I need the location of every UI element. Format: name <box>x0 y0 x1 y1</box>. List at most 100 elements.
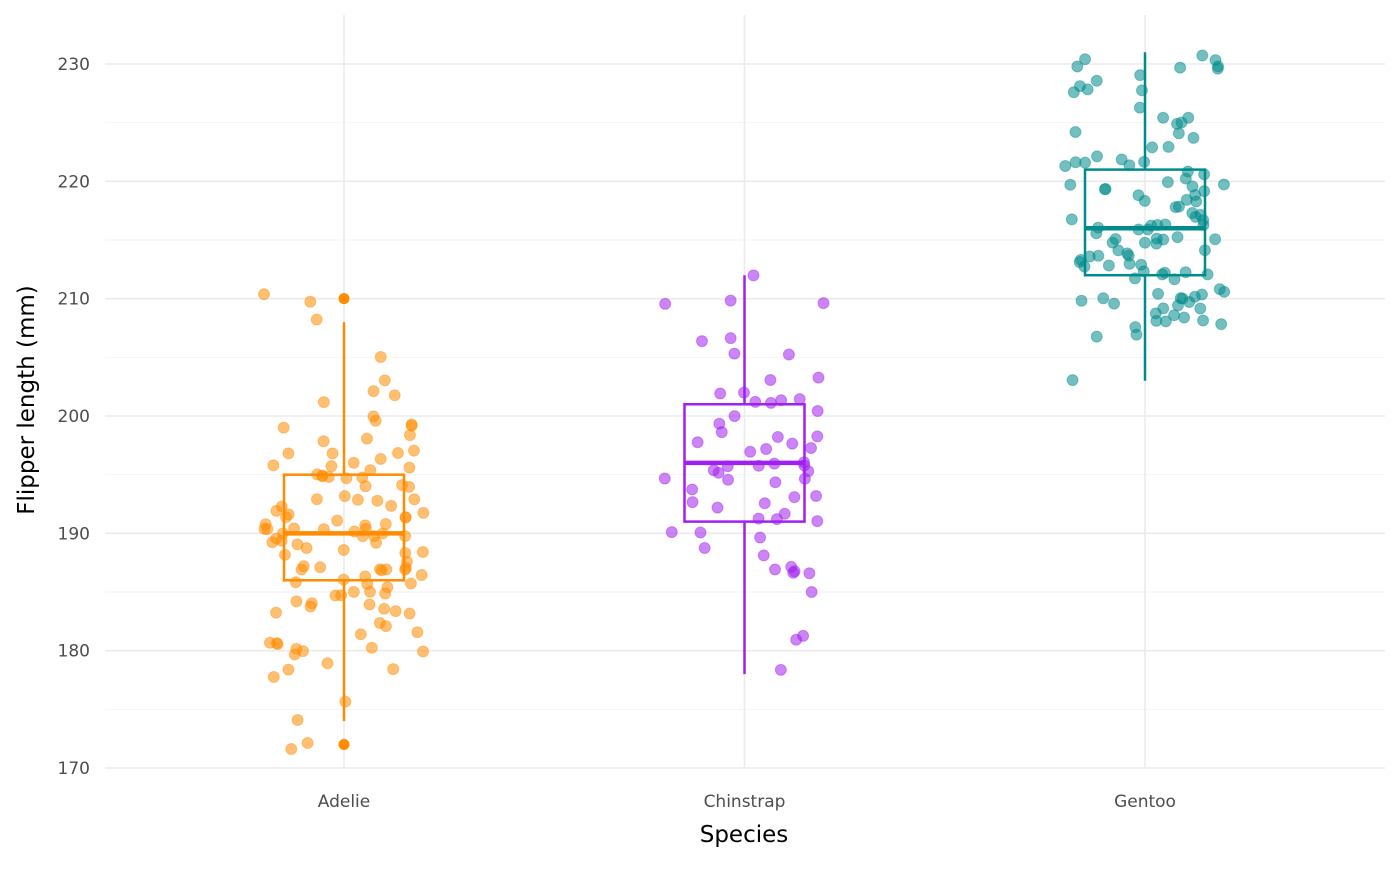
data-point-chinstrap <box>686 483 699 496</box>
data-point-chinstrap <box>810 490 823 503</box>
data-point-chinstrap <box>722 473 735 486</box>
data-point-chinstrap <box>805 585 818 598</box>
data-point-adelie <box>301 736 314 749</box>
data-point-chinstrap <box>738 386 751 399</box>
data-point-gentoo <box>1078 260 1091 273</box>
data-point-adelie <box>417 645 430 658</box>
data-point-gentoo <box>1198 168 1211 181</box>
data-point-chinstrap <box>803 567 816 580</box>
data-point-adelie <box>270 606 283 619</box>
data-point-adelie <box>403 607 416 620</box>
data-point-adelie <box>310 313 323 326</box>
data-point-chinstrap <box>691 436 704 449</box>
x-axis-title: Species <box>700 822 789 848</box>
data-point-adelie <box>385 499 398 512</box>
data-point-gentoo <box>1134 69 1147 82</box>
data-point-chinstrap <box>713 417 726 430</box>
data-point-adelie <box>415 569 428 582</box>
data-point-adelie <box>354 628 367 641</box>
data-point-chinstrap <box>698 541 711 554</box>
data-point-chinstrap <box>711 501 724 514</box>
data-point-gentoo <box>1123 257 1136 270</box>
data-point-adelie <box>267 670 280 683</box>
data-point-adelie <box>371 494 384 507</box>
data-point-adelie <box>282 447 295 460</box>
x-tick-label: Gentoo <box>1114 792 1176 812</box>
data-point-chinstrap <box>764 374 777 387</box>
data-point-gentoo <box>1172 299 1185 312</box>
data-point-adelie <box>363 598 376 611</box>
data-point-adelie <box>359 480 372 493</box>
data-point-adelie <box>288 522 301 535</box>
data-point-adelie <box>321 657 334 670</box>
data-point-chinstrap <box>769 563 782 576</box>
y-tick-label: 200 <box>58 407 90 427</box>
data-point-gentoo <box>1097 292 1110 305</box>
x-tick-label: Chinstrap <box>704 792 786 812</box>
data-point-adelie <box>275 534 288 547</box>
data-point-adelie <box>379 587 392 600</box>
data-point-chinstrap <box>659 297 672 310</box>
data-point-gentoo <box>1133 101 1146 114</box>
data-point-chinstrap <box>811 404 824 417</box>
y-tick-label: 220 <box>58 172 90 192</box>
data-point-adelie <box>271 638 284 651</box>
data-point-chinstrap <box>757 549 770 562</box>
data-point-adelie <box>347 456 360 469</box>
data-point-chinstrap <box>798 472 811 485</box>
data-point-chinstrap <box>778 507 791 520</box>
data-point-gentoo <box>1179 266 1192 279</box>
data-point-gentoo <box>1197 218 1210 231</box>
data-point-adelie <box>361 432 374 445</box>
data-point-gentoo <box>1161 176 1174 189</box>
data-point-adelie <box>289 576 302 589</box>
data-point-gentoo <box>1172 127 1185 140</box>
data-point-adelie <box>399 530 412 543</box>
data-point-gentoo <box>1102 259 1115 272</box>
data-point-adelie <box>387 663 400 676</box>
y-tick-label: 230 <box>58 55 90 75</box>
data-point-chinstrap <box>786 437 799 450</box>
data-point-adelie <box>270 504 283 517</box>
data-point-adelie <box>403 461 416 474</box>
data-point-chinstrap <box>721 460 734 473</box>
data-point-chinstrap <box>797 629 810 642</box>
data-point-gentoo <box>1187 131 1200 144</box>
data-point-adelie <box>416 546 429 559</box>
data-point-chinstrap <box>771 430 784 443</box>
data-point-adelie <box>403 429 416 442</box>
data-point-chinstrap <box>768 457 781 470</box>
data-point-gentoo <box>1075 294 1088 307</box>
data-point-adelie <box>277 421 290 434</box>
data-point-gentoo <box>1138 194 1151 207</box>
data-point-adelie <box>378 374 391 387</box>
data-point-gentoo <box>1091 150 1104 163</box>
jitter-points <box>258 49 1231 755</box>
data-point-gentoo <box>1108 297 1121 310</box>
data-point-gentoo <box>1196 49 1209 62</box>
data-point-adelie <box>348 525 361 538</box>
data-point-chinstrap <box>811 430 824 443</box>
data-point-adelie <box>399 511 412 524</box>
data-point-chinstrap <box>714 387 727 400</box>
y-tick-label: 210 <box>58 290 90 310</box>
data-point-adelie <box>282 663 295 676</box>
data-point-adelie <box>396 478 409 491</box>
data-point-adelie <box>359 522 372 535</box>
data-point-chinstrap <box>787 566 800 579</box>
data-point-adelie <box>267 459 280 472</box>
y-axis-ticks: 170 180 190 200 210 220 230 <box>58 55 90 779</box>
data-point-adelie <box>337 573 350 586</box>
data-point-gentoo <box>1209 233 1222 246</box>
data-point-adelie <box>314 561 327 574</box>
data-point-gentoo <box>1194 302 1207 315</box>
data-point-adelie <box>258 288 271 301</box>
outlier-point <box>338 739 350 751</box>
data-point-adelie <box>331 514 344 527</box>
data-point-chinstrap <box>788 491 801 504</box>
data-point-adelie <box>364 585 377 598</box>
data-point-adelie <box>325 460 338 473</box>
data-point-adelie <box>417 506 430 519</box>
data-point-chinstrap <box>707 464 720 477</box>
data-point-chinstrap <box>758 497 771 510</box>
